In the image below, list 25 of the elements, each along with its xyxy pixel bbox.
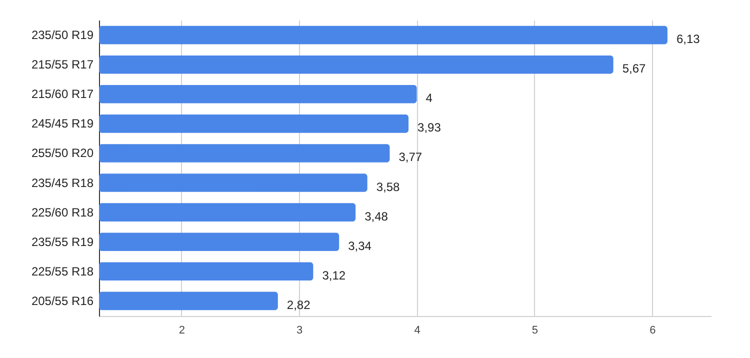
y-tick-label: 255/50 R20 — [31, 146, 94, 160]
data-label: 3,77 — [398, 150, 422, 164]
x-tick-label: 2 — [178, 324, 185, 336]
data-label: 3,93 — [418, 120, 442, 135]
data-label: 5,67 — [622, 62, 646, 76]
y-tick-label: 225/55 R18 — [31, 264, 94, 278]
data-label: 4 — [426, 91, 433, 106]
data-label: 3,48 — [364, 209, 388, 224]
y-tick-label: 215/60 R17 — [31, 87, 94, 102]
y-tick-label: 235/45 R18 — [31, 176, 94, 190]
x-tick-label: 5 — [532, 324, 538, 336]
y-tick-label: 215/55 R17 — [31, 58, 94, 72]
x-tick-label: 3 — [296, 324, 303, 336]
y-tick-label: 205/55 R16 — [31, 294, 94, 308]
y-tick-label: 245/45 R19 — [31, 116, 94, 131]
y-tick-label: 225/60 R18 — [31, 205, 94, 220]
y-tick-label: 235/55 R19 — [31, 234, 94, 249]
y-tick-label: 235/50 R19 — [31, 28, 94, 42]
data-label: 3,58 — [376, 180, 400, 194]
data-label: 3,34 — [348, 238, 372, 253]
x-tick-label: 4 — [414, 324, 420, 336]
data-label: 2,82 — [286, 298, 311, 312]
data-label: 3,12 — [322, 268, 346, 282]
x-tick-label: 6 — [650, 324, 656, 336]
data-label: 6,13 — [676, 32, 700, 46]
